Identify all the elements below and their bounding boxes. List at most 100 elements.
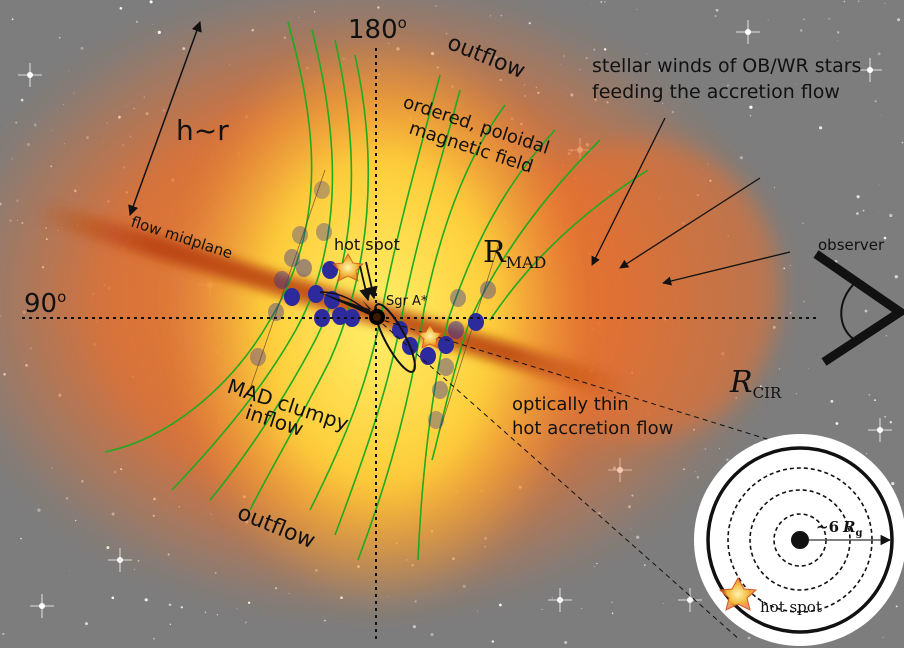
background-star bbox=[866, 452, 868, 455]
background-star bbox=[818, 126, 823, 130]
background-star bbox=[882, 636, 884, 639]
clump bbox=[268, 303, 284, 321]
background-star bbox=[662, 603, 664, 605]
h-r-arrow bbox=[128, 21, 202, 216]
clump bbox=[450, 289, 466, 307]
background-star bbox=[551, 597, 553, 599]
background-star bbox=[897, 18, 901, 22]
bright-star-icon bbox=[678, 588, 702, 612]
background-star bbox=[883, 236, 887, 240]
h-r-label: h~r bbox=[176, 114, 229, 147]
hot-spot-arrows bbox=[359, 261, 378, 302]
background-star bbox=[877, 52, 881, 56]
observer-label: observer bbox=[818, 236, 885, 254]
sgr-a-label: Sgr A* bbox=[386, 294, 428, 309]
background-star bbox=[789, 311, 792, 315]
background-star bbox=[749, 114, 752, 117]
clump bbox=[432, 381, 448, 399]
background-star bbox=[265, 646, 267, 648]
clump bbox=[308, 285, 324, 303]
r-mad-label: RMAD bbox=[483, 235, 546, 272]
star-icon bbox=[332, 253, 364, 282]
background-star bbox=[894, 275, 898, 279]
background-star bbox=[778, 368, 781, 370]
background-star bbox=[37, 508, 41, 512]
background-star bbox=[58, 36, 61, 39]
background-star bbox=[830, 399, 834, 403]
stellar-wind-arrows bbox=[591, 117, 791, 286]
clump bbox=[420, 347, 436, 365]
hot-spot-star bbox=[332, 253, 364, 282]
clump bbox=[438, 358, 454, 376]
background-star bbox=[168, 603, 172, 607]
angle-90-label: 90o bbox=[24, 288, 66, 319]
clump bbox=[314, 309, 330, 327]
clump bbox=[468, 313, 484, 331]
background-star bbox=[889, 213, 893, 218]
background-star bbox=[795, 393, 797, 395]
hot-spot-label: hot spot bbox=[334, 235, 400, 254]
background-star bbox=[476, 610, 478, 612]
clump bbox=[274, 271, 290, 289]
background-star bbox=[149, 0, 153, 4]
background-star bbox=[868, 394, 871, 396]
background-star bbox=[783, 267, 786, 270]
inset-hot-spot-orbit bbox=[694, 434, 904, 646]
background-star bbox=[889, 421, 892, 424]
background-star bbox=[878, 212, 880, 214]
angle-180-label: 180o bbox=[348, 14, 407, 45]
background-star bbox=[2, 632, 5, 636]
background-star bbox=[20, 98, 24, 102]
background-star bbox=[714, 87, 716, 90]
background-star bbox=[604, 1, 606, 3]
background-star bbox=[84, 622, 89, 626]
background-star bbox=[119, 6, 123, 10]
background-star bbox=[803, 18, 805, 20]
background-star bbox=[843, 0, 846, 3]
background-star bbox=[646, 53, 648, 55]
clump bbox=[480, 281, 496, 299]
background-star bbox=[216, 614, 219, 616]
background-star bbox=[80, 46, 84, 50]
background-star bbox=[564, 641, 568, 644]
hot-spot-star-2 bbox=[416, 323, 444, 349]
background-star bbox=[795, 83, 797, 85]
background-star bbox=[739, 156, 744, 160]
background-star bbox=[749, 105, 753, 109]
background-star bbox=[541, 609, 543, 610]
bright-star-icon bbox=[30, 594, 54, 618]
background-star bbox=[874, 100, 877, 103]
background-star bbox=[204, 611, 207, 614]
optically-thin-label-2: hot accretion flow bbox=[512, 418, 673, 439]
inset-radius-label: ~6 Rg bbox=[816, 518, 862, 539]
background-star bbox=[895, 605, 898, 608]
background-star bbox=[244, 621, 247, 624]
background-star bbox=[807, 367, 809, 369]
background-star bbox=[767, 19, 769, 21]
bright-star-icon bbox=[736, 20, 760, 44]
background-star bbox=[240, 619, 242, 621]
background-star bbox=[874, 399, 877, 402]
background-star bbox=[593, 565, 596, 567]
background-star bbox=[880, 114, 882, 116]
background-star bbox=[600, 1, 603, 3]
stellar-winds-label: stellar winds of OB/WR stars bbox=[592, 55, 861, 77]
background-star bbox=[144, 598, 148, 602]
background-star bbox=[726, 458, 729, 461]
clump bbox=[314, 181, 330, 199]
background-star bbox=[169, 623, 171, 625]
background-star bbox=[11, 18, 14, 21]
background-star bbox=[864, 309, 868, 313]
clump bbox=[296, 259, 312, 277]
background-star bbox=[499, 603, 502, 607]
background-star bbox=[878, 184, 880, 186]
optically-thin-label: optically thin bbox=[512, 394, 629, 415]
bright-star-icon bbox=[548, 588, 572, 612]
background-star bbox=[891, 482, 895, 486]
magnetic-field-lines bbox=[104, 21, 649, 561]
background-star bbox=[6, 125, 7, 126]
background-star bbox=[774, 187, 776, 189]
clump bbox=[284, 249, 300, 267]
background-star bbox=[611, 612, 614, 615]
